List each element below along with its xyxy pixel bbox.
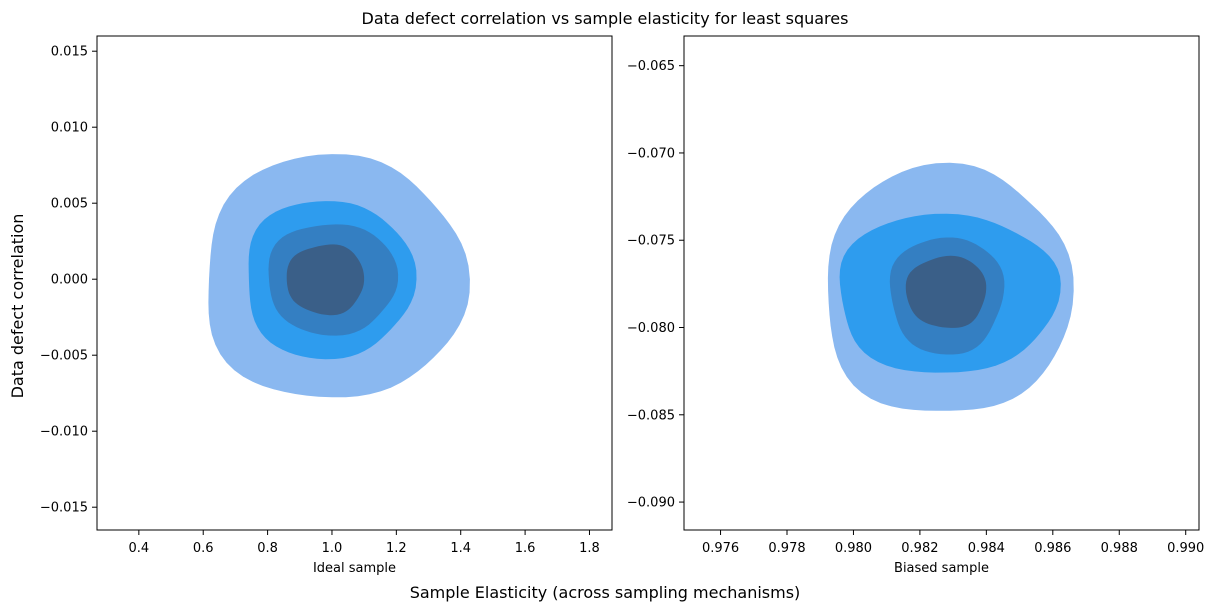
contour-level-4 bbox=[286, 244, 365, 316]
x-tick-label: 1.0 bbox=[322, 541, 343, 556]
y-tick-label: −0.085 bbox=[627, 408, 675, 423]
y-tick-label: 0.000 bbox=[51, 273, 88, 288]
figure-xlabel: Sample Elasticity (across sampling mecha… bbox=[410, 583, 801, 602]
axes-frame bbox=[96, 35, 613, 531]
axes-frame bbox=[683, 35, 1200, 531]
y-tick-label: −0.070 bbox=[627, 146, 675, 161]
figure-title: Data defect correlation vs sample elasti… bbox=[362, 9, 849, 28]
y-tick-label: 0.010 bbox=[51, 121, 88, 136]
y-tick-label: −0.080 bbox=[627, 321, 675, 336]
x-tick-label: 1.6 bbox=[515, 541, 536, 556]
panel-xlabel: Ideal sample bbox=[313, 561, 396, 576]
panel-xlabel: Biased sample bbox=[894, 561, 989, 576]
x-tick-label: 0.982 bbox=[901, 541, 938, 556]
figure-ylabel: Data defect correlation bbox=[8, 214, 27, 399]
y-tick-label: −0.075 bbox=[627, 234, 675, 249]
x-tick-label: 0.978 bbox=[768, 541, 805, 556]
x-tick-label: 0.4 bbox=[129, 541, 150, 556]
y-tick-label: 0.005 bbox=[51, 197, 88, 212]
contour-level-4 bbox=[905, 255, 987, 328]
x-tick-label: 0.976 bbox=[702, 541, 739, 556]
x-tick-label: 0.984 bbox=[968, 541, 1005, 556]
y-tick-label: −0.015 bbox=[40, 501, 88, 516]
x-tick-label: 0.8 bbox=[257, 541, 278, 556]
y-tick-label: 0.015 bbox=[51, 45, 88, 60]
x-tick-label: 1.2 bbox=[386, 541, 407, 556]
x-tick-label: 0.980 bbox=[835, 541, 872, 556]
x-tick-label: 0.990 bbox=[1167, 541, 1204, 556]
x-tick-label: 0.6 bbox=[193, 541, 214, 556]
x-tick-label: 0.986 bbox=[1034, 541, 1071, 556]
panel-biased-sample: 0.976 0.978 0.980 0.982 0.984 0.986 0.988 0.990… bbox=[627, 35, 1204, 576]
y-tick-label: −0.065 bbox=[627, 59, 675, 74]
x-tick-label: 0.988 bbox=[1101, 541, 1138, 556]
y-tick-label: −0.010 bbox=[40, 425, 88, 440]
x-tick-label: 1.8 bbox=[579, 541, 600, 556]
panel-ideal-sample: 0.4 0.6 0.8 1.0 1.2 1.4 1.6 1.8 −0.015 −0.010 −0.0… bbox=[40, 35, 613, 576]
y-tick-label: −0.005 bbox=[40, 349, 88, 364]
y-tick-label: −0.090 bbox=[627, 496, 675, 511]
x-tick-label: 1.4 bbox=[450, 541, 471, 556]
